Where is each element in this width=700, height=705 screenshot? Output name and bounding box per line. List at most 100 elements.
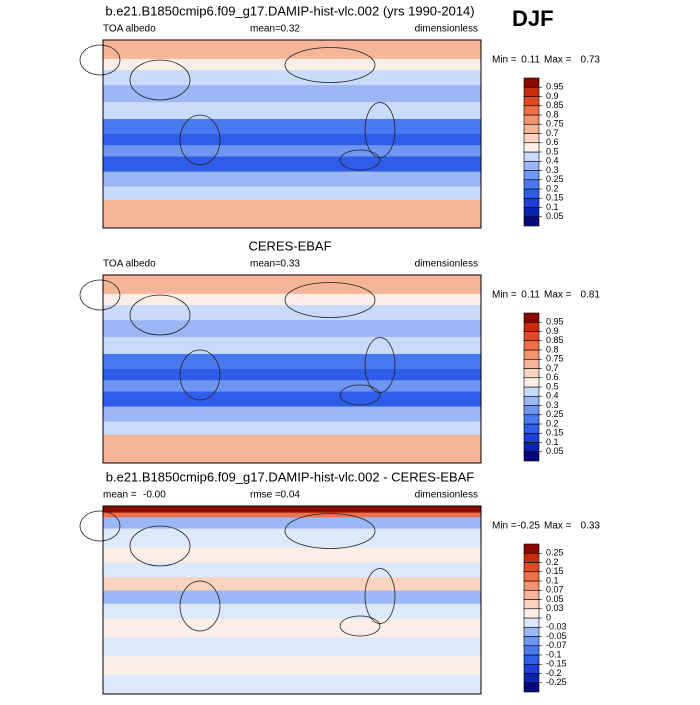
map-band	[103, 577, 481, 592]
map-band	[103, 102, 481, 120]
colorbar-box	[523, 105, 540, 116]
land-outline	[339, 615, 381, 637]
land-outline	[179, 580, 221, 632]
colorbar-label: 0.15	[546, 566, 564, 576]
colorbar-label: 0.95	[546, 317, 564, 327]
colorbar-label: 0.8	[546, 344, 559, 354]
min-label: Min =	[492, 55, 517, 66]
colorbar-label: 0.2	[546, 418, 559, 428]
colorbar-label: 0.2	[546, 557, 559, 567]
colorbar-box	[523, 331, 540, 342]
max-label: Max =	[544, 290, 572, 301]
colorbar-box	[523, 312, 540, 323]
land-outline	[284, 47, 376, 83]
max-value: 0.73	[581, 55, 601, 66]
colorbar-label: 0.25	[546, 409, 564, 419]
land-outline	[79, 510, 121, 542]
map-frame	[102, 274, 482, 464]
colorbar-box	[523, 645, 540, 656]
colorbar-box	[523, 349, 540, 360]
colorbar-label: 0.85	[546, 335, 564, 345]
colorbar-box	[523, 358, 540, 369]
colorbar-box	[523, 673, 540, 684]
units: dimensionless	[415, 259, 478, 270]
colorbar-label: 0.8	[546, 109, 559, 119]
map-band	[103, 675, 481, 695]
units: dimensionless	[415, 24, 478, 35]
colorbar-box	[523, 543, 540, 554]
colorbar-label: -0.07	[546, 640, 567, 650]
stat-value: 0.33	[281, 259, 301, 270]
map-band	[103, 118, 481, 135]
colorbar-box	[523, 340, 540, 351]
land-outline	[364, 568, 396, 624]
map-band	[103, 305, 481, 321]
colorbar-box	[523, 96, 540, 107]
colorbar-box	[523, 170, 540, 181]
map-band	[103, 40, 481, 60]
map-band	[103, 380, 481, 393]
map-band	[103, 337, 481, 355]
colorbar-box	[523, 442, 540, 453]
colorbar-box	[523, 432, 540, 443]
map-band	[103, 603, 481, 620]
colorbar-box	[523, 386, 540, 397]
colorbar-box	[523, 207, 540, 218]
map-band	[103, 391, 481, 408]
land-outline	[129, 525, 191, 567]
stat-label: mean=	[250, 24, 281, 35]
colorbar-label: 0.75	[546, 119, 564, 129]
colorbar-box	[523, 197, 540, 208]
map-band	[103, 562, 481, 578]
land-outline	[129, 59, 191, 101]
colorbar-label: 0.3	[546, 400, 559, 410]
map-band	[103, 145, 481, 158]
colorbar-label: 0.4	[546, 391, 559, 401]
stat-label: rmse =	[250, 490, 281, 501]
colorbar-box	[523, 160, 540, 171]
colorbar-label: 0.15	[546, 428, 564, 438]
map-frame	[102, 505, 482, 695]
colorbar-box	[523, 77, 540, 88]
colorbar-label: -0.1	[546, 649, 562, 659]
colorbar-label: 0.9	[546, 91, 559, 101]
colorbar-box	[523, 663, 540, 674]
map-band	[103, 528, 481, 548]
colorbar-box	[523, 405, 540, 416]
map-band	[103, 156, 481, 173]
colorbar-box	[523, 599, 540, 610]
colorbar-box	[523, 216, 540, 227]
colorbar-label: 0.15	[546, 193, 564, 203]
max-value: 0.33	[581, 521, 601, 532]
land-outline	[364, 102, 396, 158]
field-name: TOA albedo	[103, 259, 156, 270]
colorbar-label: 0.7	[546, 363, 559, 373]
colorbar-box	[523, 368, 540, 379]
colorbar-label: 0.1	[546, 575, 559, 585]
map-band	[103, 320, 481, 338]
colorbar-label: 0.1	[546, 437, 559, 447]
units: dimensionless	[415, 490, 478, 501]
map-band	[103, 506, 481, 514]
map-band	[103, 406, 481, 423]
colorbar-box	[523, 395, 540, 406]
colorbar-label: 0.7	[546, 128, 559, 138]
panel-title: CERES-EBAF	[248, 238, 331, 253]
colorbar-label: 0.5	[546, 146, 559, 156]
land-outline	[129, 294, 191, 336]
map-band	[103, 186, 481, 201]
min-value: 0.11	[521, 290, 540, 301]
panel-title: b.e21.B1850cmip6.f09_g17.DAMIP-hist-vlc.…	[106, 469, 475, 484]
colorbar-box	[523, 617, 540, 628]
map-band	[103, 199, 481, 229]
colorbar-label: 0.05	[546, 446, 564, 456]
colorbar-label: 0.6	[546, 137, 559, 147]
colorbar-box	[523, 682, 540, 693]
colorbar-box	[523, 188, 540, 199]
colorbar-box	[523, 571, 540, 582]
colorbar-label: 0.05	[546, 594, 564, 604]
map-band	[103, 85, 481, 103]
min-label: Min =	[492, 290, 517, 301]
stat-value: 0.32	[281, 24, 301, 35]
colorbar-box	[523, 377, 540, 388]
